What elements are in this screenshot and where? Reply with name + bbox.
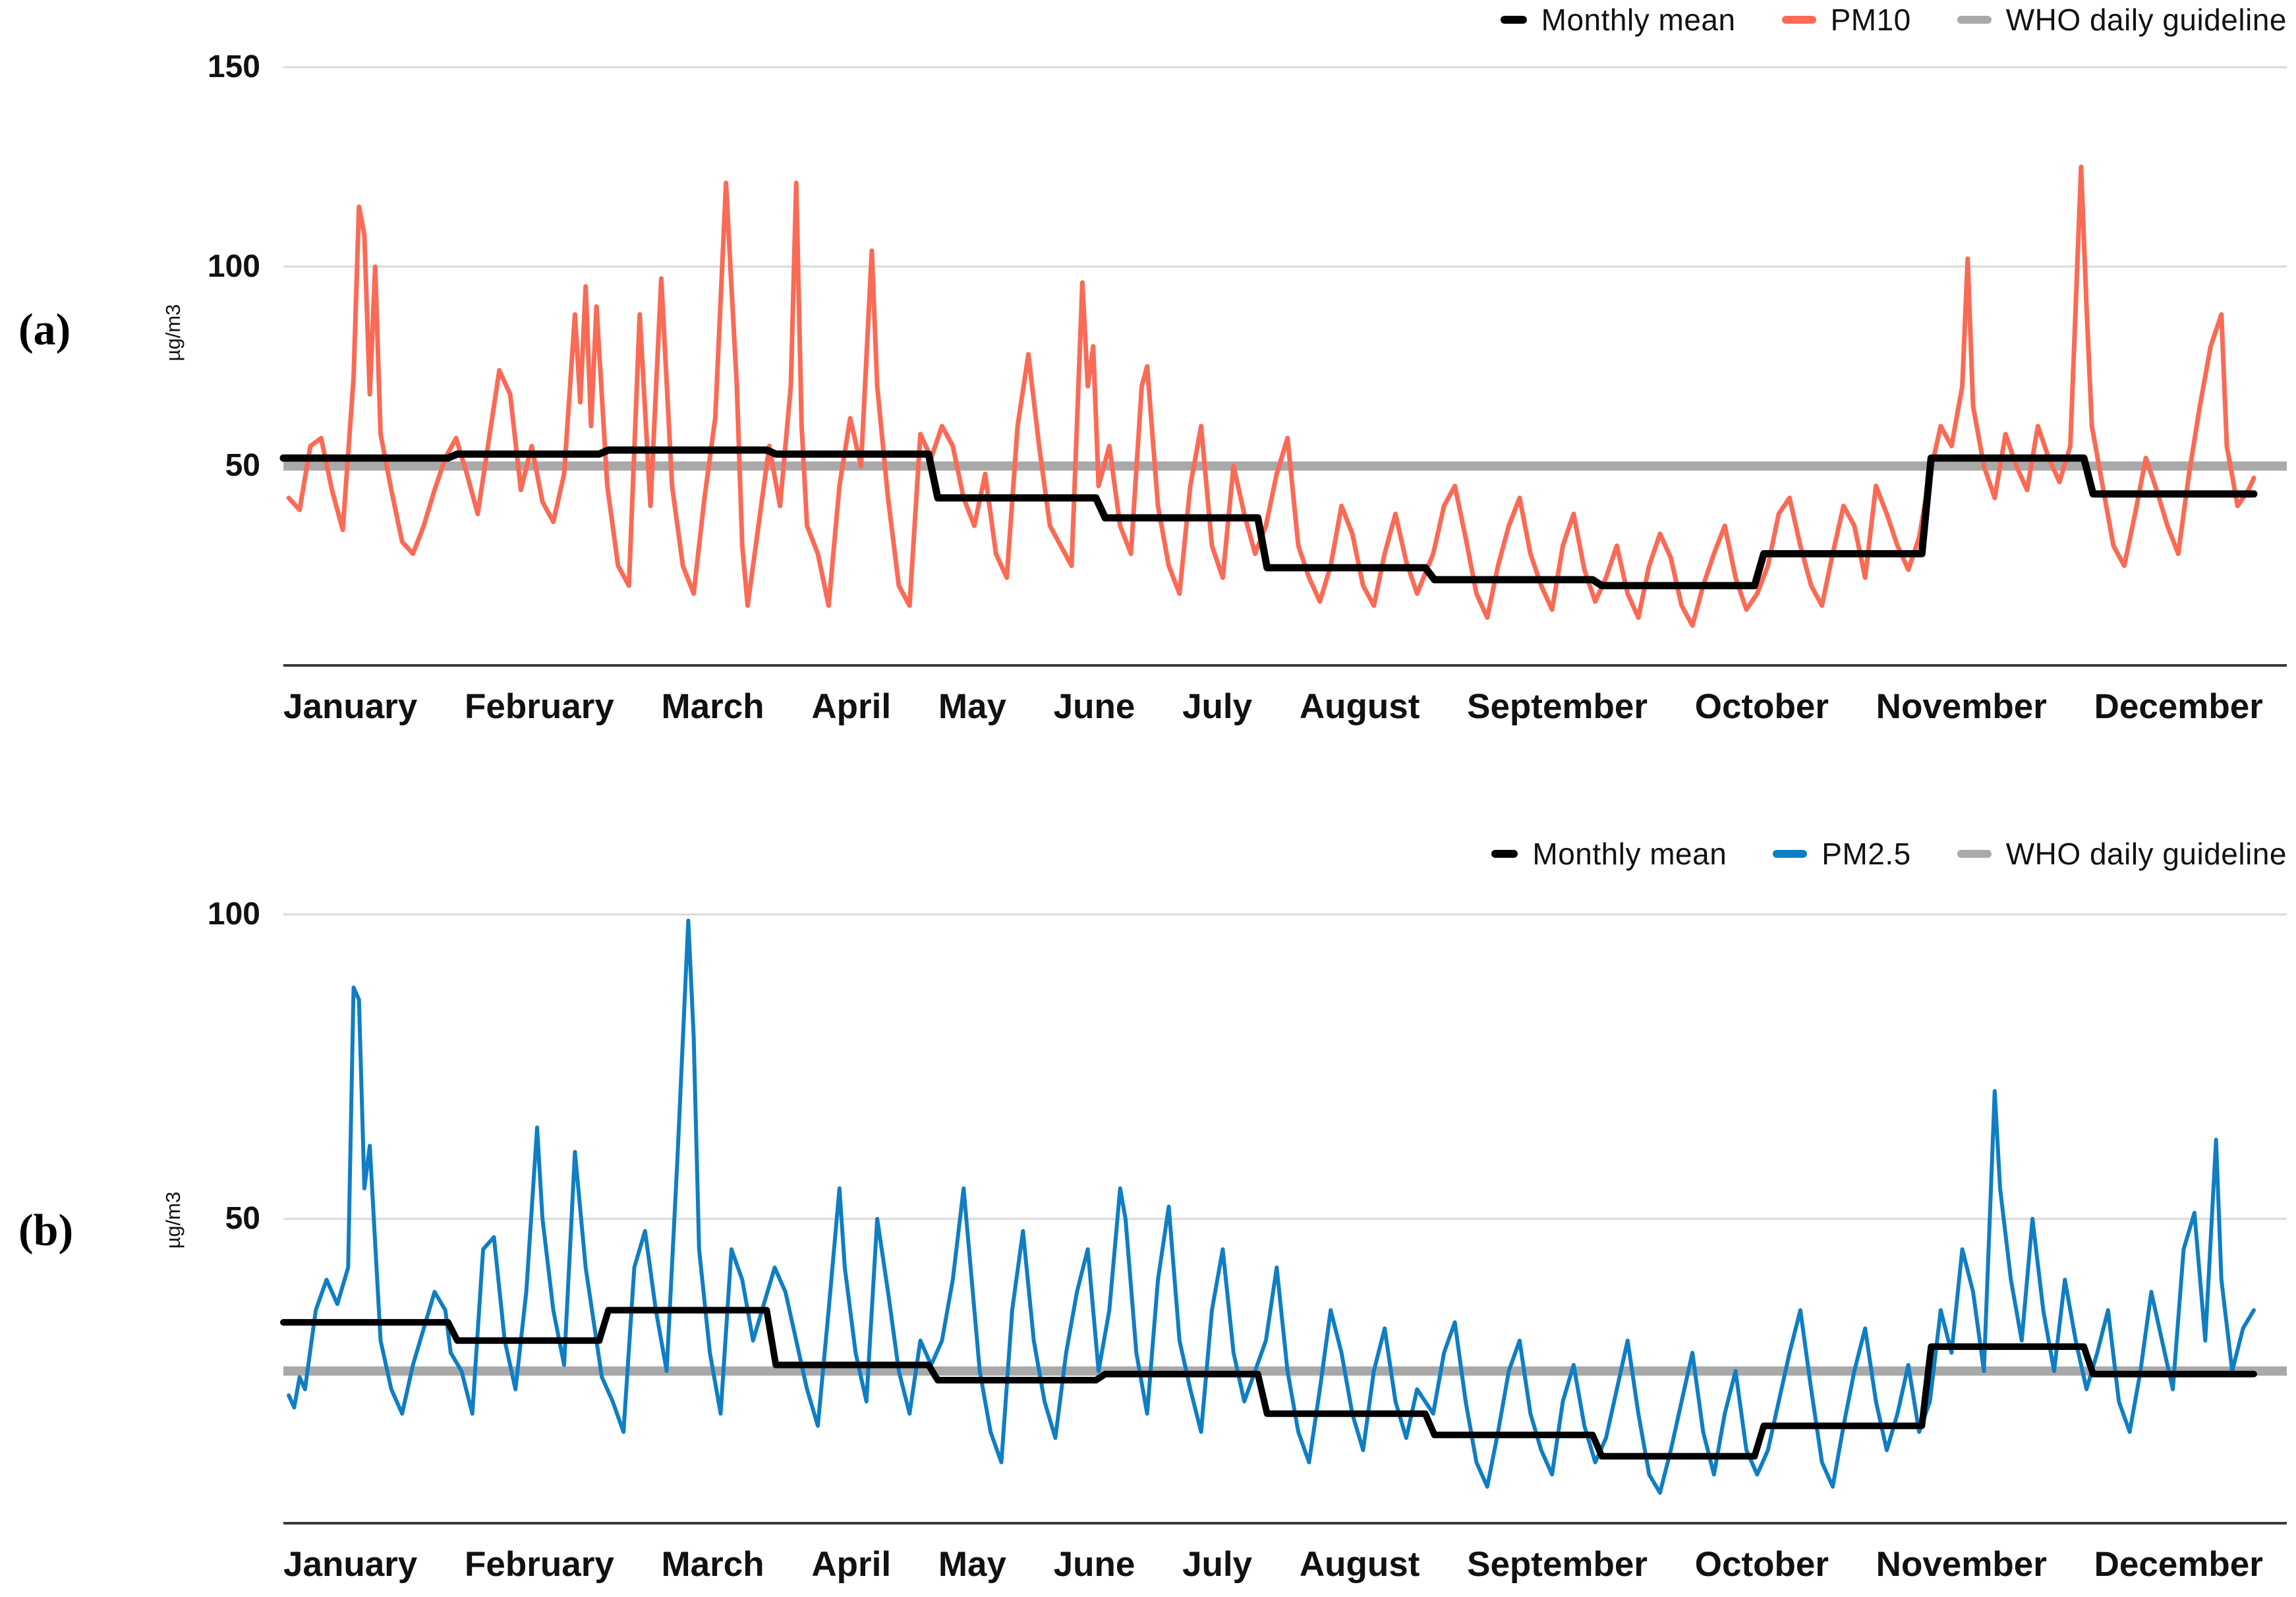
month-label: September bbox=[1467, 687, 1648, 726]
month-label: March bbox=[661, 1545, 764, 1584]
pm2_5-legend-swatch-icon bbox=[1957, 850, 1992, 858]
pm10-legend-swatch-icon bbox=[1500, 16, 1527, 24]
month-label: October bbox=[1694, 687, 1829, 726]
pm10-y-tick-label: 100 bbox=[207, 248, 260, 284]
pm10-legend-label: PM10 bbox=[1830, 3, 1911, 37]
pm10-y-tick-label: 50 bbox=[225, 448, 260, 484]
month-label: November bbox=[1876, 1545, 2047, 1584]
pm2_5-legend-label: Monthly mean bbox=[1532, 837, 1727, 871]
month-label: April bbox=[811, 687, 892, 726]
month-label: April bbox=[811, 1545, 892, 1584]
month-label: May bbox=[938, 1545, 1006, 1584]
pm2_5-legend-swatch-icon bbox=[1773, 850, 1808, 858]
pm2_5-legend-item-0: Monthly mean bbox=[1491, 836, 1727, 872]
pm10-legend-swatch-icon bbox=[1957, 16, 1992, 24]
pm2_5-y-tick-label: 50 bbox=[225, 1201, 260, 1236]
month-label: August bbox=[1299, 1545, 1420, 1584]
month-label: October bbox=[1694, 1545, 1829, 1584]
pm10-daily-line bbox=[286, 164, 2256, 628]
pm10-monthly-mean-line bbox=[279, 446, 2258, 590]
pm2_5-legend-label: WHO daily guideline bbox=[2005, 837, 2287, 871]
month-label: July bbox=[1182, 1545, 1253, 1584]
panel-a-unit-label: µg/m3 bbox=[161, 304, 185, 362]
pm2_5-legend-item-2: WHO daily guideline bbox=[1957, 836, 2287, 872]
pm2_5-legend-label: PM2.5 bbox=[1822, 837, 1911, 871]
pm10-legend-label: Monthly mean bbox=[1541, 3, 1736, 37]
panel-b-month-axis: January February March April May June July Augu… bbox=[283, 1544, 2263, 1584]
month-label: February bbox=[465, 1545, 614, 1584]
month-label: September bbox=[1467, 1545, 1648, 1584]
pm2_5-y-tick-label: 100 bbox=[207, 897, 260, 932]
panel-a-label: (a) bbox=[18, 304, 71, 354]
month-label: February bbox=[465, 687, 614, 726]
month-label: May bbox=[938, 687, 1006, 726]
panel-a-legend: Monthly mean PM10 WHO daily guideline bbox=[1500, 1, 2287, 38]
month-label: December bbox=[2094, 687, 2263, 726]
panel-b-legend: Monthly mean PM2.5 WHO daily guideline bbox=[1491, 835, 2287, 872]
pm2_5-daily-line bbox=[287, 918, 2256, 1495]
month-label: March bbox=[661, 687, 764, 726]
pm10-legend-item-2: WHO daily guideline bbox=[1957, 2, 2287, 38]
month-label: December bbox=[2094, 1545, 2263, 1584]
pm10-legend-item-0: Monthly mean bbox=[1500, 2, 1736, 38]
month-label: July bbox=[1182, 687, 1253, 726]
month-label: June bbox=[1053, 687, 1135, 726]
panel-b-label: (b) bbox=[18, 1204, 74, 1255]
pm10-legend-label: WHO daily guideline bbox=[2005, 3, 2287, 37]
month-label: January bbox=[283, 687, 418, 726]
month-label: January bbox=[283, 1545, 418, 1584]
month-label: November bbox=[1876, 687, 2047, 726]
pm10-legend-swatch-icon bbox=[1781, 16, 1816, 24]
pm2_5-legend-item-1: PM2.5 bbox=[1773, 836, 1910, 872]
pm2_5-legend-swatch-icon bbox=[1491, 850, 1518, 858]
pm10-legend-item-1: PM10 bbox=[1781, 2, 1911, 38]
panel-a-month-axis: January February March April May June July Augu… bbox=[283, 686, 2263, 727]
pm10-y-tick-label: 150 bbox=[207, 49, 260, 84]
month-label: August bbox=[1299, 687, 1420, 726]
pm2_5-monthly-mean-line bbox=[280, 1306, 2257, 1460]
month-label: June bbox=[1053, 1545, 1135, 1584]
